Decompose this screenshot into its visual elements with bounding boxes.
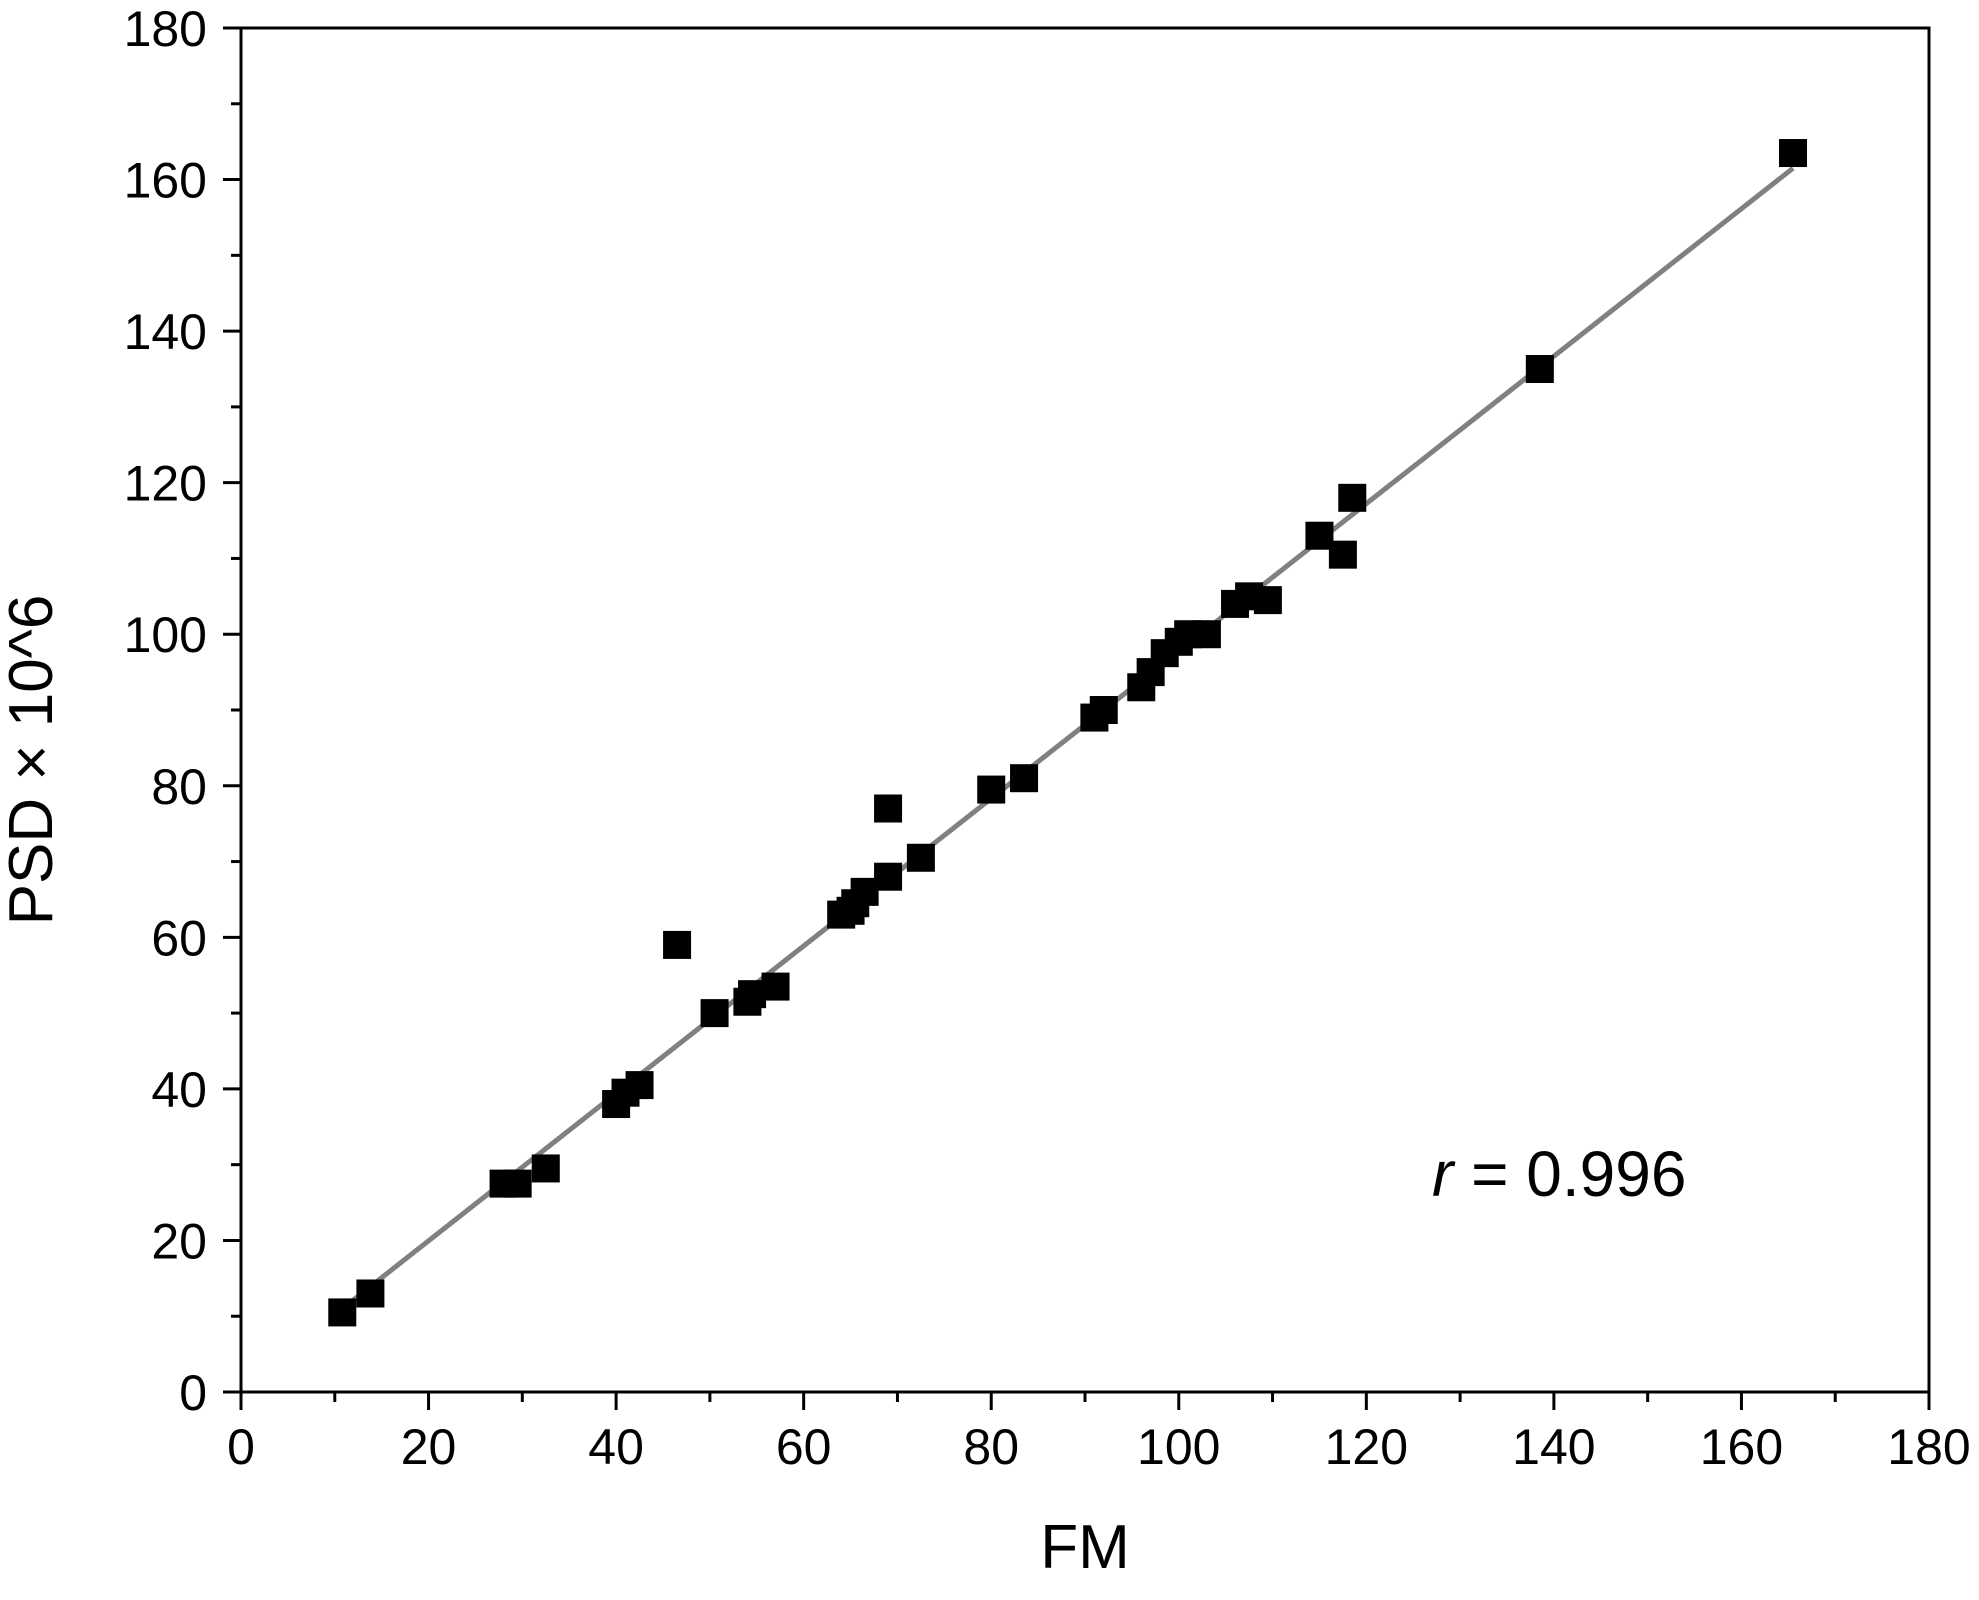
- data-point: [1338, 483, 1367, 512]
- data-point: [850, 877, 879, 906]
- data-point: [1525, 355, 1554, 383]
- y-tick-label: 20: [151, 1213, 207, 1269]
- y-tick-label: 40: [151, 1062, 207, 1118]
- data-point: [531, 1154, 560, 1183]
- data-point: [1328, 540, 1357, 569]
- data-point: [1192, 620, 1221, 649]
- data-point: [328, 1298, 357, 1327]
- data-point: [503, 1169, 532, 1198]
- y-tick-label: 0: [179, 1365, 207, 1421]
- data-point: [977, 775, 1006, 804]
- data-point: [874, 862, 903, 891]
- data-point: [1779, 139, 1808, 168]
- data-point: [625, 1071, 654, 1100]
- y-tick-label: 100: [124, 607, 207, 663]
- y-tick-label: 140: [124, 304, 207, 360]
- x-tick-label: 20: [401, 1419, 457, 1475]
- y-tick-label: 180: [124, 1, 207, 57]
- data-point: [1010, 764, 1039, 793]
- data-point: [1089, 696, 1118, 724]
- y-tick-label: 120: [124, 456, 207, 512]
- x-tick-label: 120: [1325, 1419, 1408, 1475]
- y-axis-title: PSD × 10^6: [0, 595, 66, 926]
- x-axis-title: FM: [1040, 1513, 1130, 1582]
- x-axis-ticks: 0 20 40 60 80 100 120 140 160 180: [227, 1392, 1971, 1475]
- x-tick-label: 140: [1512, 1419, 1595, 1475]
- x-tick-label: 40: [588, 1419, 644, 1475]
- data-point: [356, 1279, 385, 1308]
- y-axis-ticks: 0 20 40 60 80 100 120 140 160 180: [124, 1, 241, 1421]
- correlation-symbol: r: [1432, 1138, 1456, 1210]
- x-tick-label: 180: [1887, 1419, 1970, 1475]
- y-tick-label: 80: [151, 759, 207, 815]
- x-tick-label: 80: [963, 1419, 1019, 1475]
- data-point: [761, 972, 790, 1001]
- correlation-value: = 0.996: [1453, 1138, 1686, 1210]
- correlation-annotation: r = 0.996: [1432, 1138, 1686, 1210]
- x-tick-label: 60: [776, 1419, 832, 1475]
- x-tick-label: 160: [1700, 1419, 1783, 1475]
- x-tick-label: 100: [1137, 1419, 1220, 1475]
- data-point: [1305, 521, 1334, 550]
- data-point: [738, 980, 767, 1009]
- data-point: [700, 999, 729, 1028]
- y-tick-label: 60: [151, 910, 207, 966]
- data-point: [906, 843, 935, 872]
- data-point: [663, 930, 692, 959]
- data-point: [874, 794, 903, 823]
- x-tick-label: 0: [227, 1419, 255, 1475]
- data-point: [1253, 586, 1282, 615]
- y-tick-label: 160: [124, 153, 207, 209]
- data-points-layer: [328, 139, 1808, 1327]
